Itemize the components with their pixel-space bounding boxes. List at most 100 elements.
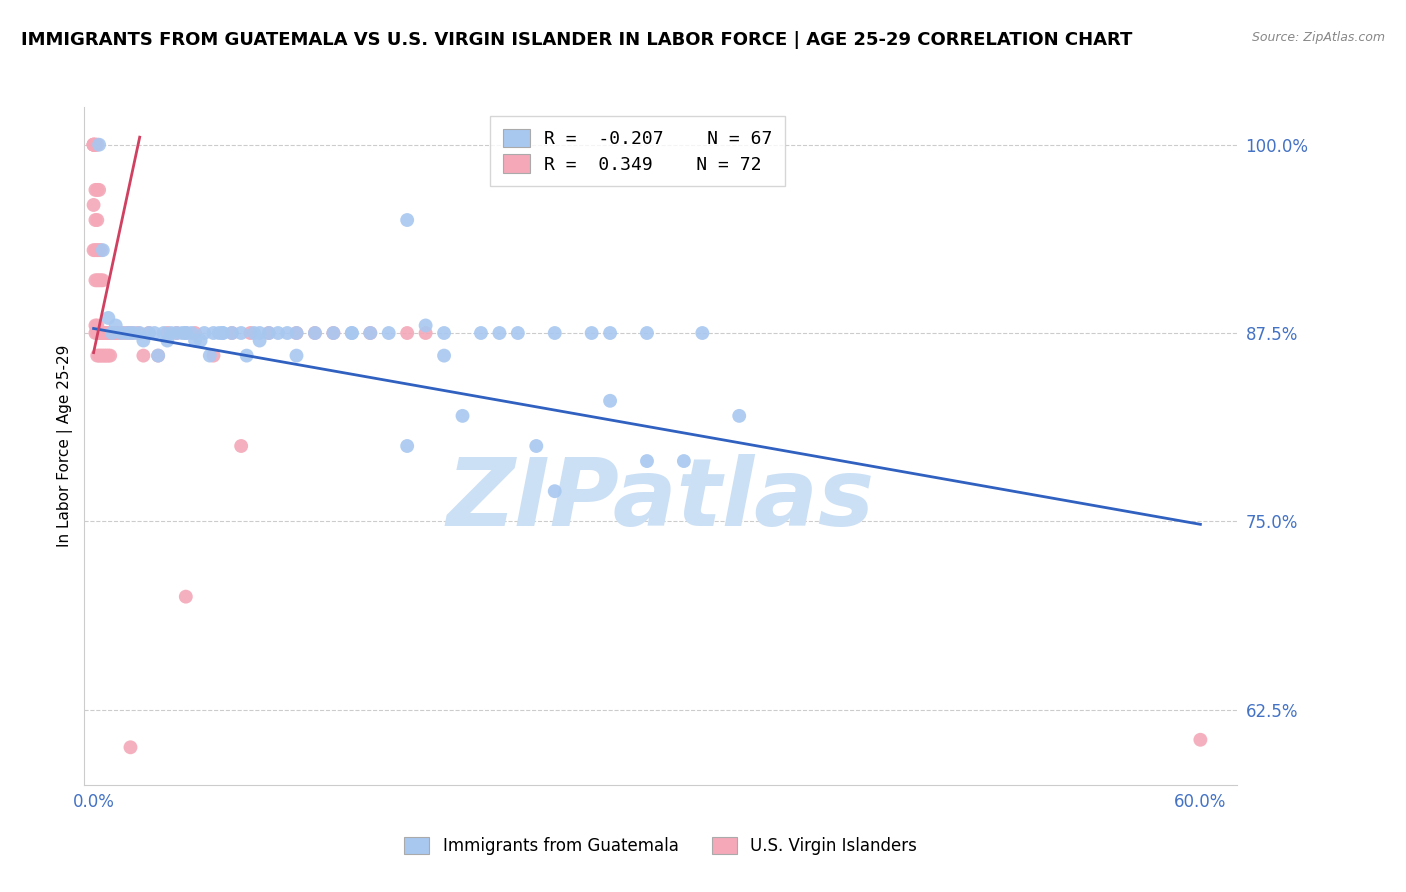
Point: [193, 326, 215, 340]
Point: [433, 349, 456, 363]
Point: [415, 318, 437, 333]
Point: [249, 326, 271, 340]
Point: [87, 183, 110, 197]
Point: [285, 349, 308, 363]
Point: [257, 326, 280, 340]
Point: [86, 273, 108, 287]
Point: [84, 318, 107, 333]
Point: [83, 137, 105, 152]
Point: [104, 318, 127, 333]
Point: [101, 326, 124, 340]
Point: [103, 326, 125, 340]
Point: [285, 326, 308, 340]
Point: [202, 349, 225, 363]
Point: [174, 326, 197, 340]
Point: [190, 334, 212, 348]
Point: [359, 326, 381, 340]
Point: [172, 326, 194, 340]
Point: [415, 326, 437, 340]
Point: [110, 326, 132, 340]
Point: [231, 439, 253, 453]
Point: [146, 349, 169, 363]
Point: [84, 137, 107, 152]
Point: [87, 326, 110, 340]
Point: [672, 454, 695, 468]
Point: [239, 326, 262, 340]
Point: [544, 484, 567, 499]
Point: [97, 349, 120, 363]
Point: [115, 326, 138, 340]
Point: [127, 326, 149, 340]
Point: [96, 349, 118, 363]
Point: [267, 326, 290, 340]
Point: [86, 213, 108, 227]
Point: [87, 243, 110, 257]
Legend: Immigrants from Guatemala, U.S. Virgin Islanders: Immigrants from Guatemala, U.S. Virgin I…: [395, 827, 927, 864]
Point: [231, 326, 253, 340]
Point: [304, 326, 326, 340]
Point: [174, 590, 197, 604]
Point: [636, 454, 658, 468]
Point: [132, 349, 155, 363]
Point: [86, 326, 108, 340]
Point: [581, 326, 603, 340]
Point: [121, 326, 143, 340]
Point: [110, 326, 132, 340]
Text: ZIPatlas: ZIPatlas: [447, 454, 875, 546]
Point: [396, 439, 419, 453]
Point: [156, 334, 179, 348]
Point: [143, 326, 166, 340]
Point: [114, 326, 136, 340]
Point: [97, 326, 120, 340]
Point: [90, 273, 112, 287]
Point: [322, 326, 344, 340]
Point: [470, 326, 492, 340]
Point: [285, 326, 308, 340]
Point: [184, 326, 207, 340]
Point: [160, 326, 183, 340]
Point: [692, 326, 714, 340]
Point: [599, 326, 621, 340]
Point: [276, 326, 298, 340]
Point: [98, 349, 121, 363]
Point: [396, 213, 419, 227]
Point: [120, 740, 142, 755]
Point: [83, 198, 105, 212]
Point: [86, 349, 108, 363]
Point: [84, 137, 107, 152]
Point: [202, 326, 225, 340]
Point: [84, 326, 107, 340]
Point: [90, 243, 112, 257]
Point: [87, 273, 110, 287]
Point: [166, 326, 188, 340]
Point: [488, 326, 510, 340]
Point: [91, 326, 114, 340]
Point: [87, 137, 110, 152]
Point: [1189, 732, 1212, 747]
Point: [86, 183, 108, 197]
Point: [152, 326, 174, 340]
Point: [599, 393, 621, 408]
Point: [87, 349, 110, 363]
Point: [304, 326, 326, 340]
Point: [221, 326, 243, 340]
Point: [322, 326, 344, 340]
Text: IMMIGRANTS FROM GUATEMALA VS U.S. VIRGIN ISLANDER IN LABOR FORCE | AGE 25-29 COR: IMMIGRANTS FROM GUATEMALA VS U.S. VIRGIN…: [21, 31, 1132, 49]
Point: [83, 137, 105, 152]
Point: [184, 334, 207, 348]
Point: [180, 326, 202, 340]
Point: [86, 137, 108, 152]
Point: [86, 318, 108, 333]
Point: [636, 326, 658, 340]
Point: [98, 326, 121, 340]
Point: [208, 326, 231, 340]
Point: [84, 213, 107, 227]
Point: [249, 334, 271, 348]
Point: [84, 183, 107, 197]
Point: [84, 243, 107, 257]
Point: [107, 326, 129, 340]
Point: [221, 326, 243, 340]
Point: [93, 326, 115, 340]
Point: [83, 137, 105, 152]
Point: [90, 326, 112, 340]
